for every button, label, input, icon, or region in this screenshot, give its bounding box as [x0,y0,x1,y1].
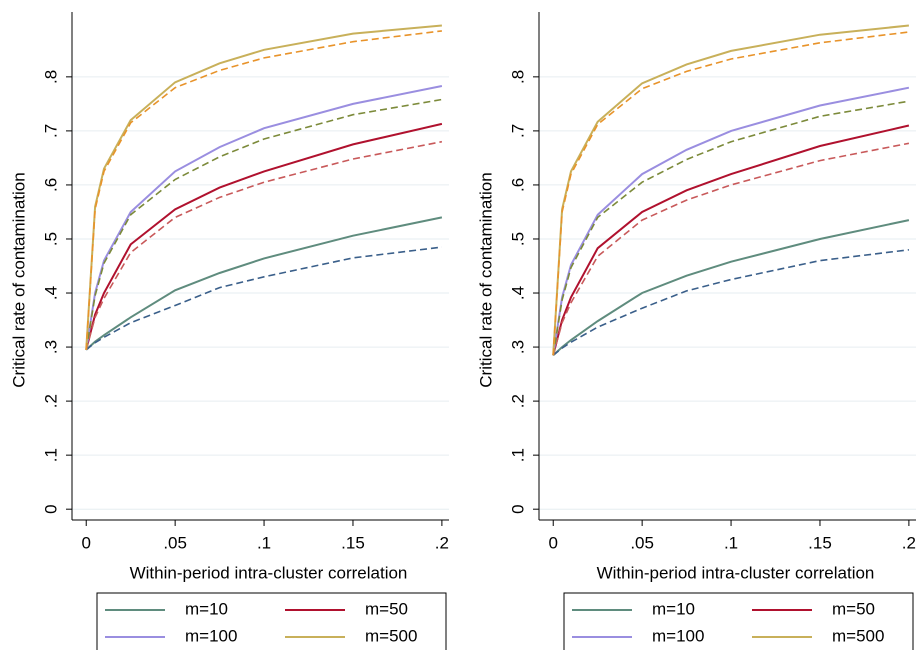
y-tick-label: .5 [41,232,60,246]
x-axis-label: Within-period intra-cluster correlation [130,563,408,582]
x-tick-label: .15 [341,533,365,552]
x-tick-label: .05 [163,533,187,552]
y-tick-label: .4 [41,286,60,300]
series-line [552,24,910,356]
series-line [85,122,443,351]
series-line [552,31,909,356]
y-tick-label: .3 [508,340,527,354]
y-axis-label: Critical rate of contamination [9,172,28,387]
y-tick-label: .1 [508,448,527,462]
y-tick-label: .8 [508,70,527,84]
y-tick-label: .7 [41,124,60,138]
x-tick-label: 0 [81,533,90,552]
x-tick-label: .2 [902,533,916,552]
series-line [552,100,910,356]
y-tick-label: .2 [508,394,527,408]
legend-label: m=100 [652,626,704,645]
x-tick-label: .1 [257,533,271,552]
y-tick-label: .6 [41,178,60,192]
series-line [85,216,443,351]
series-line [552,249,909,356]
y-tick-label: .8 [41,70,60,84]
series-line [85,140,443,351]
series-line [552,219,910,356]
x-tick-label: .05 [630,533,654,552]
legend-label: m=50 [832,599,875,618]
series-line [85,246,442,351]
series-line [85,98,443,350]
series-line [85,24,442,350]
y-tick-label: .6 [508,178,527,192]
legend-label: m=500 [365,626,417,645]
x-tick-label: .15 [808,533,832,552]
legend-label: m=10 [652,599,695,618]
legend-label: m=10 [185,599,228,618]
series-line [552,124,910,356]
y-axis-label: Critical rate of contamination [476,172,495,387]
legend-label: m=50 [365,599,408,618]
y-tick-label: 0 [508,504,527,513]
y-tick-label: .7 [508,124,527,138]
x-axis-label: Within-period intra-cluster correlation [597,563,875,582]
y-tick-label: 0 [41,504,60,513]
y-tick-label: .5 [508,232,527,246]
y-tick-label: .1 [41,448,60,462]
y-tick-label: .3 [41,340,60,354]
x-tick-label: .2 [435,533,449,552]
x-tick-label: .1 [724,533,738,552]
series-line [552,142,910,356]
series-line [85,85,443,350]
series-line [85,30,442,350]
legend-label: m=500 [832,626,884,645]
y-tick-label: .2 [41,394,60,408]
legend-box [96,592,447,654]
y-tick-label: .4 [508,286,527,300]
legend-label: m=100 [185,626,237,645]
legend-box [563,592,914,654]
x-tick-label: 0 [548,533,557,552]
